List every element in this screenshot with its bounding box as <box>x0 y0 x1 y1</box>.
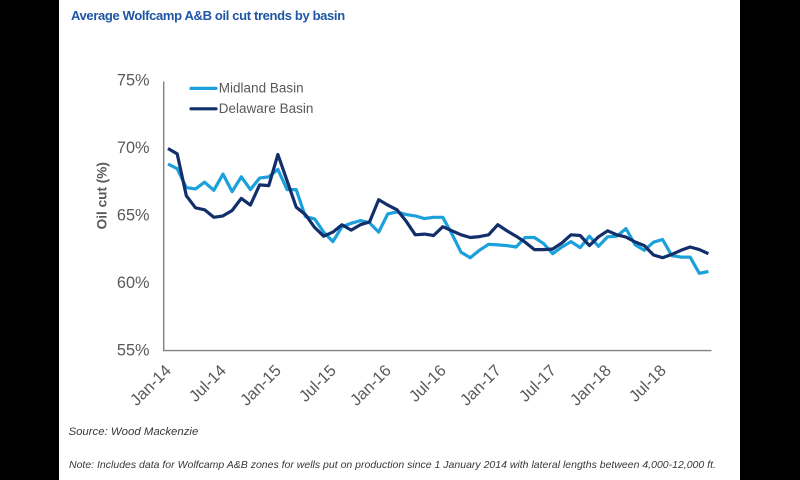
svg-text:65%: 65% <box>117 207 150 225</box>
svg-text:Jul-17: Jul-17 <box>516 362 560 406</box>
svg-text:Jan-15: Jan-15 <box>237 362 285 410</box>
svg-text:Midland Basin: Midland Basin <box>219 81 304 96</box>
svg-text:Delaware Basin: Delaware Basin <box>219 101 314 116</box>
svg-text:55%: 55% <box>117 341 150 359</box>
svg-text:Jan-18: Jan-18 <box>567 362 615 410</box>
svg-text:Jul-14: Jul-14 <box>186 362 230 406</box>
svg-text:60%: 60% <box>117 274 150 292</box>
svg-text:Jan-17: Jan-17 <box>457 362 505 410</box>
svg-text:Jan-14: Jan-14 <box>127 362 175 410</box>
svg-text:Oil cut (%): Oil cut (%) <box>95 162 110 229</box>
svg-text:Jul-15: Jul-15 <box>296 362 340 406</box>
svg-text:Jul-16: Jul-16 <box>406 362 450 406</box>
svg-text:70%: 70% <box>117 139 150 157</box>
svg-text:Jan-16: Jan-16 <box>347 362 395 410</box>
svg-text:75%: 75% <box>117 72 150 90</box>
svg-text:Jul-18: Jul-18 <box>626 362 670 406</box>
